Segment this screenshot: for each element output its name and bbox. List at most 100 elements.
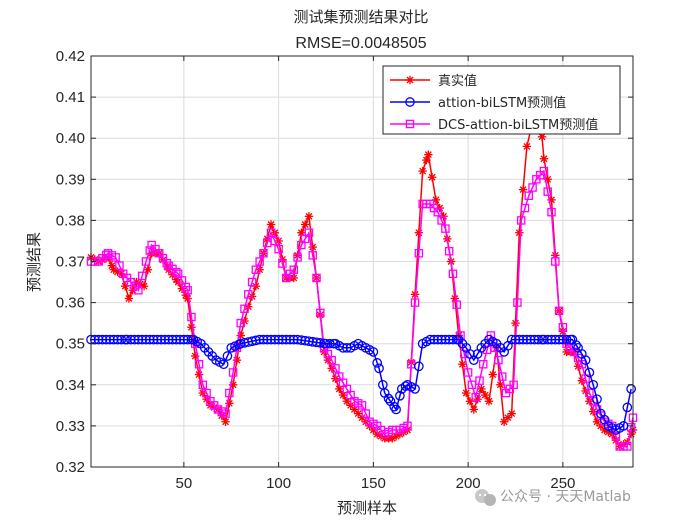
data-point-marker xyxy=(372,358,383,368)
data-point-marker xyxy=(429,334,439,345)
series-layer xyxy=(86,88,638,451)
series-line xyxy=(91,169,634,448)
data-point-marker xyxy=(315,338,326,348)
y-tick-label: 0.36 xyxy=(56,295,85,312)
data-point-marker xyxy=(304,228,314,237)
data-point-marker xyxy=(539,166,549,176)
data-point-marker xyxy=(182,334,193,345)
data-point-marker xyxy=(266,228,276,237)
data-point-marker xyxy=(441,224,450,233)
data-point-marker xyxy=(488,370,497,379)
y-tick-label: 0.37 xyxy=(56,254,85,271)
data-point-marker xyxy=(452,300,462,309)
data-point-marker xyxy=(414,361,424,372)
legend-entry: attion-biLSTM预测值 xyxy=(390,95,566,111)
data-point-marker xyxy=(101,334,112,345)
y-tick-label: 0.35 xyxy=(56,336,85,353)
data-point-marker xyxy=(477,384,486,394)
data-point-marker xyxy=(304,212,314,221)
data-point-marker xyxy=(543,187,552,196)
data-point-marker xyxy=(108,334,119,345)
data-point-marker xyxy=(218,359,229,370)
series-3 xyxy=(86,166,638,451)
data-point-marker xyxy=(255,257,264,266)
data-point-marker xyxy=(278,259,287,268)
data-point-marker xyxy=(511,318,520,328)
data-point-marker xyxy=(307,336,318,347)
data-point-marker xyxy=(403,421,412,431)
data-point-marker xyxy=(494,355,503,365)
data-point-marker xyxy=(281,334,292,345)
data-point-marker xyxy=(539,154,549,163)
x-axis-label: 预测样本 xyxy=(337,499,397,517)
data-point-marker xyxy=(222,351,233,361)
data-point-marker xyxy=(137,334,148,345)
data-point-marker xyxy=(145,246,154,255)
data-point-marker xyxy=(162,258,172,268)
data-point-marker xyxy=(622,402,633,413)
data-point-marker xyxy=(163,334,174,345)
data-point-marker xyxy=(125,334,136,345)
data-point-marker xyxy=(395,390,405,401)
data-point-marker xyxy=(462,388,471,398)
watermark: 公众号 · 天天Matlab xyxy=(475,489,631,506)
data-point-marker xyxy=(463,368,473,377)
x-tick-label: 50 xyxy=(176,475,193,492)
data-point-marker xyxy=(288,334,299,345)
data-point-marker xyxy=(432,334,443,345)
data-point-marker xyxy=(592,394,602,405)
data-point-marker xyxy=(584,367,595,378)
data-point-marker xyxy=(460,349,469,359)
data-point-marker xyxy=(247,277,257,287)
data-point-marker xyxy=(148,334,159,345)
data-point-marker xyxy=(405,97,415,107)
data-point-marker xyxy=(300,220,310,229)
data-point-marker xyxy=(520,203,530,213)
data-point-marker xyxy=(304,336,314,347)
data-point-marker xyxy=(144,334,155,345)
data-point-marker xyxy=(202,388,211,398)
data-point-marker xyxy=(93,334,104,345)
data-point-marker xyxy=(368,347,379,357)
ticks: 50 100 150 200 250 0.32 0.33 0.34 0.35 0.36 0.37 0.… xyxy=(56,48,633,492)
legend-box xyxy=(382,65,621,135)
data-point-marker xyxy=(111,253,120,262)
data-point-marker xyxy=(513,298,522,307)
data-point-marker xyxy=(338,390,348,400)
y-axis-label: 预测结果 xyxy=(25,232,43,292)
data-point-marker xyxy=(507,409,516,418)
data-point-marker xyxy=(172,267,181,277)
legend-entry: 真实值 xyxy=(390,73,477,89)
data-point-marker xyxy=(251,335,261,346)
data-point-marker xyxy=(198,380,208,390)
data-point-marker xyxy=(414,249,424,258)
data-point-marker xyxy=(183,294,192,303)
data-point-marker xyxy=(580,355,591,365)
data-point-marker xyxy=(433,207,443,217)
y-tick-label: 0.38 xyxy=(56,212,85,229)
data-point-marker xyxy=(510,334,521,345)
data-point-marker xyxy=(187,323,196,332)
data-point-marker xyxy=(137,271,147,281)
data-point-marker xyxy=(405,119,415,129)
data-point-marker xyxy=(383,393,394,404)
data-point-marker xyxy=(171,334,182,345)
data-point-marker xyxy=(308,242,317,252)
data-point-marker xyxy=(533,334,544,345)
data-point-marker xyxy=(258,334,269,345)
data-point-marker xyxy=(448,334,458,345)
x-tick-label: 100 xyxy=(266,475,291,492)
data-point-marker xyxy=(327,355,336,365)
data-point-marker xyxy=(175,334,185,345)
data-point-marker xyxy=(522,142,532,151)
data-point-marker xyxy=(269,334,280,345)
data-point-marker xyxy=(160,334,170,345)
data-point-marker xyxy=(293,253,302,262)
data-point-marker xyxy=(497,372,507,381)
data-point-marker xyxy=(183,286,192,295)
data-point-marker xyxy=(254,334,265,345)
data-point-marker xyxy=(405,75,415,85)
data-point-marker xyxy=(134,286,143,295)
data-point-marker xyxy=(129,334,140,345)
